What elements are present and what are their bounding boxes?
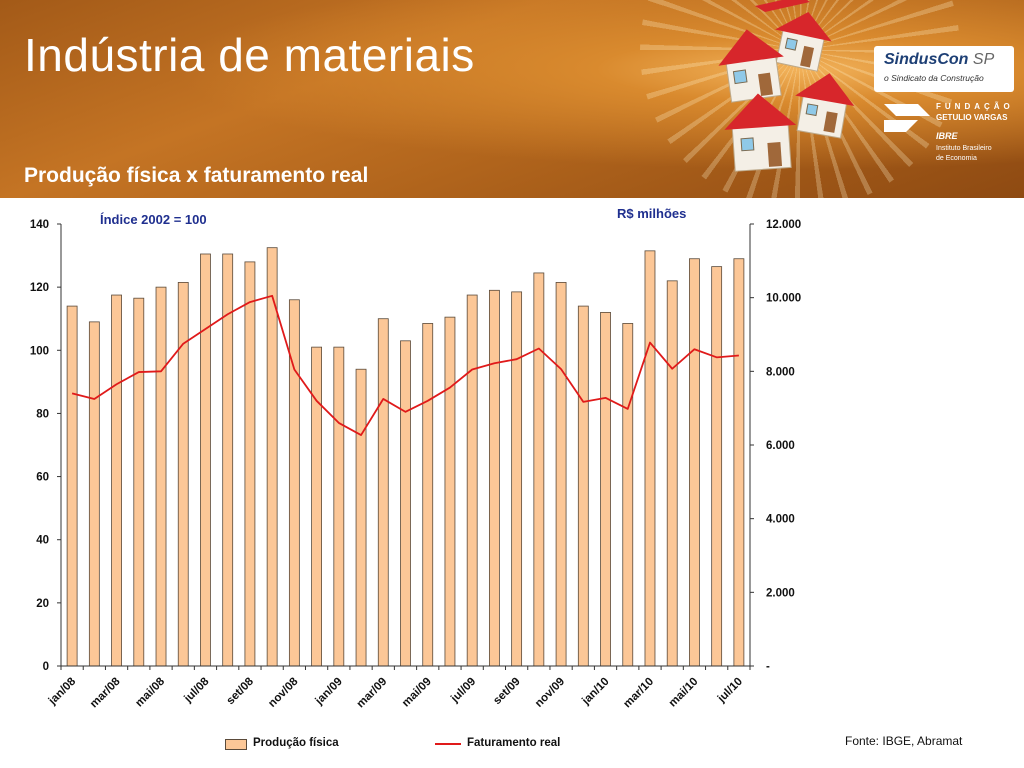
- sinduscon-logo: SindusCon SP o Sindicato da Construção: [874, 46, 1014, 92]
- right-axis-tick-label: 6.000: [766, 440, 795, 452]
- bar-producao-fisica: [711, 266, 723, 667]
- sinduscon-logo-region: SP: [972, 51, 995, 68]
- x-axis-tick-label: mai/09: [400, 676, 434, 710]
- bar-producao-fisica: [66, 305, 78, 667]
- fgv-logo-line2: GETULIO VARGAS: [936, 113, 1008, 122]
- x-axis-tick-label: set/09: [491, 676, 523, 708]
- left-axis-tick-label: 60: [36, 472, 49, 484]
- bar-producao-fisica: [555, 282, 567, 667]
- x-axis-tick-label: jan/10: [579, 676, 611, 708]
- ibre-logo-line1: Instituto Brasileiro: [936, 145, 992, 152]
- bar-producao-fisica: [88, 321, 100, 667]
- x-axis-tick-label: jul/10: [715, 676, 745, 706]
- x-axis-tick-label: mar/08: [88, 675, 123, 710]
- bar-producao-fisica: [466, 294, 478, 667]
- left-axis-unit-label: Índice 2002 = 100: [100, 212, 207, 227]
- page-title: Indústria de materiais: [24, 29, 475, 81]
- right-axis-tick-label: 8.000: [766, 366, 795, 378]
- slide-header: Indústria de materiais Produção física x…: [0, 0, 1024, 198]
- x-axis-tick-label: mar/09: [355, 676, 390, 711]
- bar-producao-fisica: [111, 294, 122, 667]
- bar-producao-fisica: [288, 299, 300, 667]
- house-icon: [755, 0, 810, 12]
- bar-producao-fisica: [155, 286, 167, 667]
- bar-producao-fisica: [689, 258, 700, 667]
- house-icon: [724, 93, 797, 172]
- x-axis-tick-label: mai/08: [133, 675, 167, 709]
- bar-producao-fisica: [666, 280, 678, 667]
- left-axis-tick-label: 80: [36, 408, 49, 420]
- legend-label-faturamento: Faturamento real: [467, 737, 561, 749]
- sinduscon-logo-name: SindusCon SP: [884, 51, 995, 68]
- right-axis-tick-label: 4.000: [766, 514, 795, 526]
- right-axis-tick-label: -: [766, 661, 770, 673]
- right-axis-tick-label: 2.000: [766, 587, 795, 599]
- right-axis-unit-label: R$ milhões: [617, 206, 687, 221]
- bar-producao-fisica: [377, 318, 389, 667]
- x-axis-tick-label: mai/10: [667, 676, 701, 710]
- house-icon: [718, 29, 784, 103]
- bar-producao-fisica: [488, 289, 500, 667]
- house-icon: [795, 73, 855, 139]
- x-axis-tick-label: set/08: [224, 675, 256, 707]
- chart-subtitle: Produção física x faturamento real: [24, 164, 369, 187]
- left-axis-tick-label: 40: [36, 535, 49, 547]
- left-axis-tick-label: 100: [30, 345, 49, 357]
- ibre-logo-line2: de Economia: [936, 155, 977, 162]
- combo-chart: 0 20 40 60 80 100 120 140 - 2.000 4.000 6.000 8.000 1…: [30, 219, 801, 711]
- bar-producao-fisica: [244, 261, 256, 667]
- bar-producao-fisica: [622, 323, 634, 667]
- source-note: Fonte: IBGE, Abramat: [845, 734, 963, 748]
- fgv-logo-line1: FUNDAÇÃO: [936, 102, 1014, 111]
- line-faturamento-real: [71, 294, 739, 436]
- bar-producao-fisica: [644, 250, 656, 667]
- x-axis-tick-label: nov/08: [266, 675, 301, 710]
- bar-producao-fisica: [400, 340, 411, 667]
- left-axis-tick-label: 140: [30, 219, 49, 231]
- bar-producao-fisica: [333, 346, 345, 667]
- bar-producao-fisica: [133, 297, 145, 667]
- sinduscon-logo-tagline: o Sindicato da Construção: [884, 73, 984, 83]
- bar-producao-fisica: [533, 272, 545, 667]
- left-axis-tick-label: 20: [36, 598, 49, 610]
- bar-producao-fisica: [200, 253, 211, 667]
- bar-producao-fisica: [422, 323, 434, 667]
- house-icon: [775, 12, 832, 72]
- left-axis-tick-label: 120: [30, 282, 49, 294]
- houses-illustration: [718, 0, 855, 172]
- x-axis-tick-label: mar/10: [621, 676, 656, 711]
- x-axis-tick-label: jan/09: [313, 676, 345, 708]
- x-axis-tick-label: jan/08: [46, 675, 79, 708]
- ibre-logo-text: IBRE: [936, 131, 958, 141]
- left-axis-tick-label: 0: [43, 661, 49, 673]
- bar-producao-fisica: [511, 291, 523, 667]
- legend-label-producao: Produção física: [253, 737, 339, 749]
- right-axis-tick-label: 10.000: [766, 293, 801, 305]
- bar-producao-fisica: [577, 305, 589, 667]
- bar-producao-fisica: [733, 258, 745, 667]
- x-axis-tick-label: jul/08: [182, 675, 212, 705]
- x-axis-tick-label: jul/09: [448, 676, 478, 706]
- legend-swatch-line: [435, 743, 461, 745]
- fgv-logo-icon: [884, 104, 930, 132]
- bar-producao-fisica: [600, 311, 611, 667]
- x-axis-tick-label: nov/09: [533, 676, 567, 710]
- legend-swatch-bar: [225, 739, 247, 750]
- bar-producao-fisica: [177, 282, 189, 667]
- right-axis-tick-label: 12.000: [766, 219, 801, 231]
- bar-producao-fisica: [444, 316, 456, 667]
- bar-producao-fisica: [355, 368, 367, 667]
